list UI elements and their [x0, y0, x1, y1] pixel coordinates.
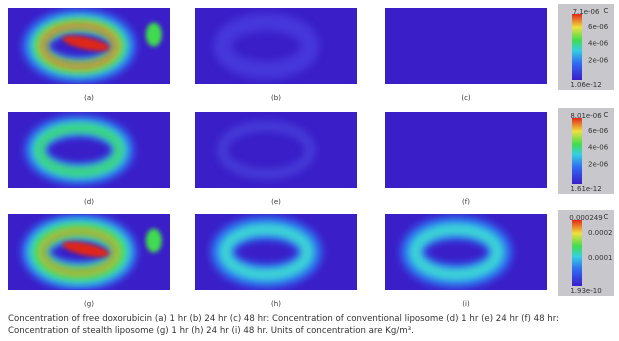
heatmap-panel: [195, 214, 357, 290]
colorbar-tick: 4e-06: [588, 144, 609, 152]
heatmap: [8, 8, 170, 84]
panel-label: (d): [84, 198, 94, 206]
colorbar: [572, 220, 582, 286]
colorbar-max: 0.000249: [569, 214, 602, 222]
heat-ring: [36, 125, 123, 175]
heatmap: [385, 214, 547, 290]
heatmap: [385, 112, 547, 188]
figure: (a) (b) (c) (d) (e) (f) (g) (h) (i) C 7.1e-06 6e-06…: [8, 4, 614, 308]
colorbar-tick: 6e-06: [588, 127, 609, 135]
heatmap: [8, 112, 170, 188]
heatmap-panel: [385, 112, 547, 188]
colorbar-frame: [558, 210, 614, 296]
panel-label: (b): [271, 94, 281, 102]
panel-label: (e): [271, 198, 281, 206]
heatmap: [195, 112, 357, 188]
panel-label: (h): [271, 300, 281, 308]
colorbar: [572, 118, 582, 184]
heatmap: [8, 214, 170, 290]
panel-label: (f): [462, 198, 470, 206]
colorbar-min: 1.93e-10: [570, 287, 601, 295]
colorbar-frame: [558, 4, 614, 90]
colorbar-max: 7.1e-06: [573, 8, 600, 16]
heat-ring: [224, 228, 309, 276]
heatmap-panel: [385, 8, 547, 84]
heatmap-panel: [195, 112, 357, 188]
heat-spot: [145, 22, 162, 47]
colorbar-tick: 6e-06: [588, 23, 609, 31]
heatmap: [195, 8, 357, 84]
colorbar-tick: 4e-06: [588, 40, 609, 48]
heat-ring: [41, 24, 117, 68]
panel-label: (i): [462, 300, 470, 308]
colorbar-tick: 2e-06: [588, 160, 609, 168]
panel-label: (c): [461, 94, 471, 102]
heatmap-bg: [385, 112, 547, 188]
colorbar: [572, 14, 582, 80]
heatmap-panel: [195, 8, 357, 84]
colorbar-tick: 2e-06: [588, 56, 609, 64]
heatmap-panel: [8, 214, 170, 290]
colorbar-title: C: [604, 111, 609, 119]
heat-core: [62, 35, 110, 52]
heat-ring: [213, 13, 320, 79]
heatmap-panel: [8, 112, 170, 188]
heat-ring: [414, 228, 499, 276]
colorbar-tick: 0.0002: [588, 229, 613, 237]
colorbar-frame: [558, 108, 614, 194]
colorbar-min: 1.06e-12: [570, 81, 601, 89]
colorbar-title: C: [604, 213, 609, 221]
heatmap-panel: [8, 8, 170, 84]
heatmap-panel: [385, 214, 547, 290]
colorbar-title: C: [604, 7, 609, 15]
heat-core: [62, 241, 110, 258]
heat-spot: [145, 228, 162, 253]
heatmap: [195, 214, 357, 290]
heatmap-bg: [385, 8, 547, 84]
panel-label: (a): [84, 94, 94, 102]
heatmap: [385, 8, 547, 84]
caption: Concentration of free doxorubicin (a) 1 …: [8, 314, 560, 336]
colorbar-max: 8.01e-06: [570, 112, 602, 120]
colorbar-tick: 0.0001: [588, 254, 613, 262]
panel-label: (g): [84, 300, 94, 308]
heat-ring: [42, 231, 117, 273]
colorbar-min: 1.61e-12: [570, 185, 601, 193]
heat-ring: [217, 121, 316, 179]
